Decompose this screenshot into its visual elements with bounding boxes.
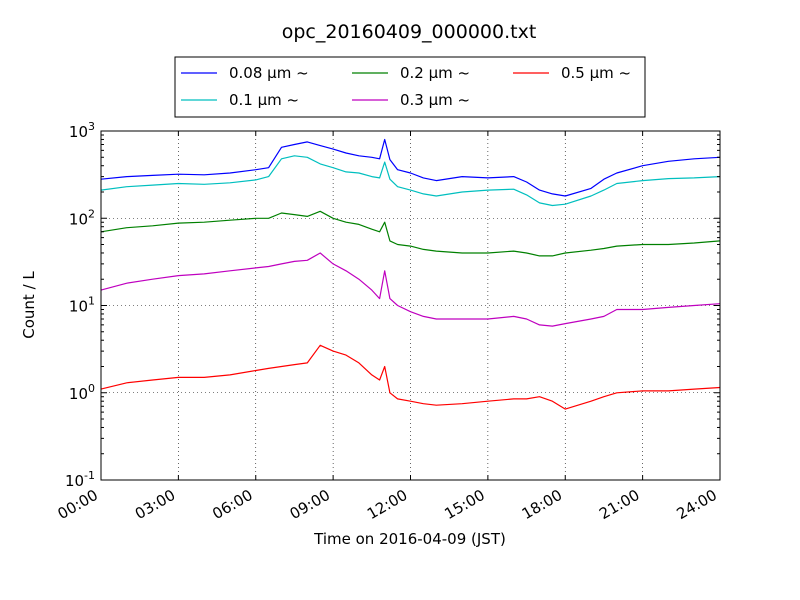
series-line (100, 138, 721, 197)
legend-label: 0.2 μm ~ (400, 64, 470, 82)
y-tick-label: 10-1 (65, 469, 95, 490)
legend-label: 0.3 μm ~ (400, 91, 470, 109)
axis-ticks (100, 130, 721, 481)
y-tick-label: 103 (69, 120, 95, 141)
x-axis-label: Time on 2016-04-09 (JST) (313, 530, 506, 548)
x-tick-label: 24:00 (674, 486, 720, 523)
y-axis-label: Count / L (20, 271, 38, 339)
legend: 0.08 μm ~ 0.1 μm ~ 0.2 μm ~ 0.3 μm ~ 0.5 μm … (174, 56, 646, 118)
series-line (100, 252, 721, 327)
x-tick-label: 12:00 (364, 486, 410, 523)
grid (101, 131, 720, 480)
series-line (100, 344, 721, 410)
legend-label: 0.5 μm ~ (561, 64, 631, 82)
y-tick-label: 101 (69, 295, 95, 316)
legend-frame (174, 56, 646, 118)
x-tick-label: 06:00 (209, 486, 255, 523)
x-tick-label: 18:00 (519, 486, 565, 523)
x-tick-label: 21:00 (596, 486, 642, 523)
x-tick-label: 00:00 (55, 486, 101, 523)
x-tick-label: 09:00 (287, 486, 333, 523)
x-tick-labels: 00:00 03:00 06:00 09:00 12:00 15:00 18:00 21:00… (55, 486, 720, 523)
chart-title: opc_20160409_000000.txt (282, 21, 537, 43)
series-line (100, 155, 721, 207)
y-tick-labels: 10-1 100 101 102 103 (65, 120, 95, 490)
series-line (100, 210, 721, 257)
y-tick-label: 102 (69, 207, 95, 228)
y-tick-label: 100 (69, 382, 95, 403)
x-tick-label: 15:00 (441, 486, 487, 523)
x-tick-label: 03:00 (132, 486, 178, 523)
legend-label: 0.1 μm ~ (229, 91, 299, 109)
legend-label: 0.08 μm ~ (229, 64, 309, 82)
series-group (100, 138, 721, 410)
